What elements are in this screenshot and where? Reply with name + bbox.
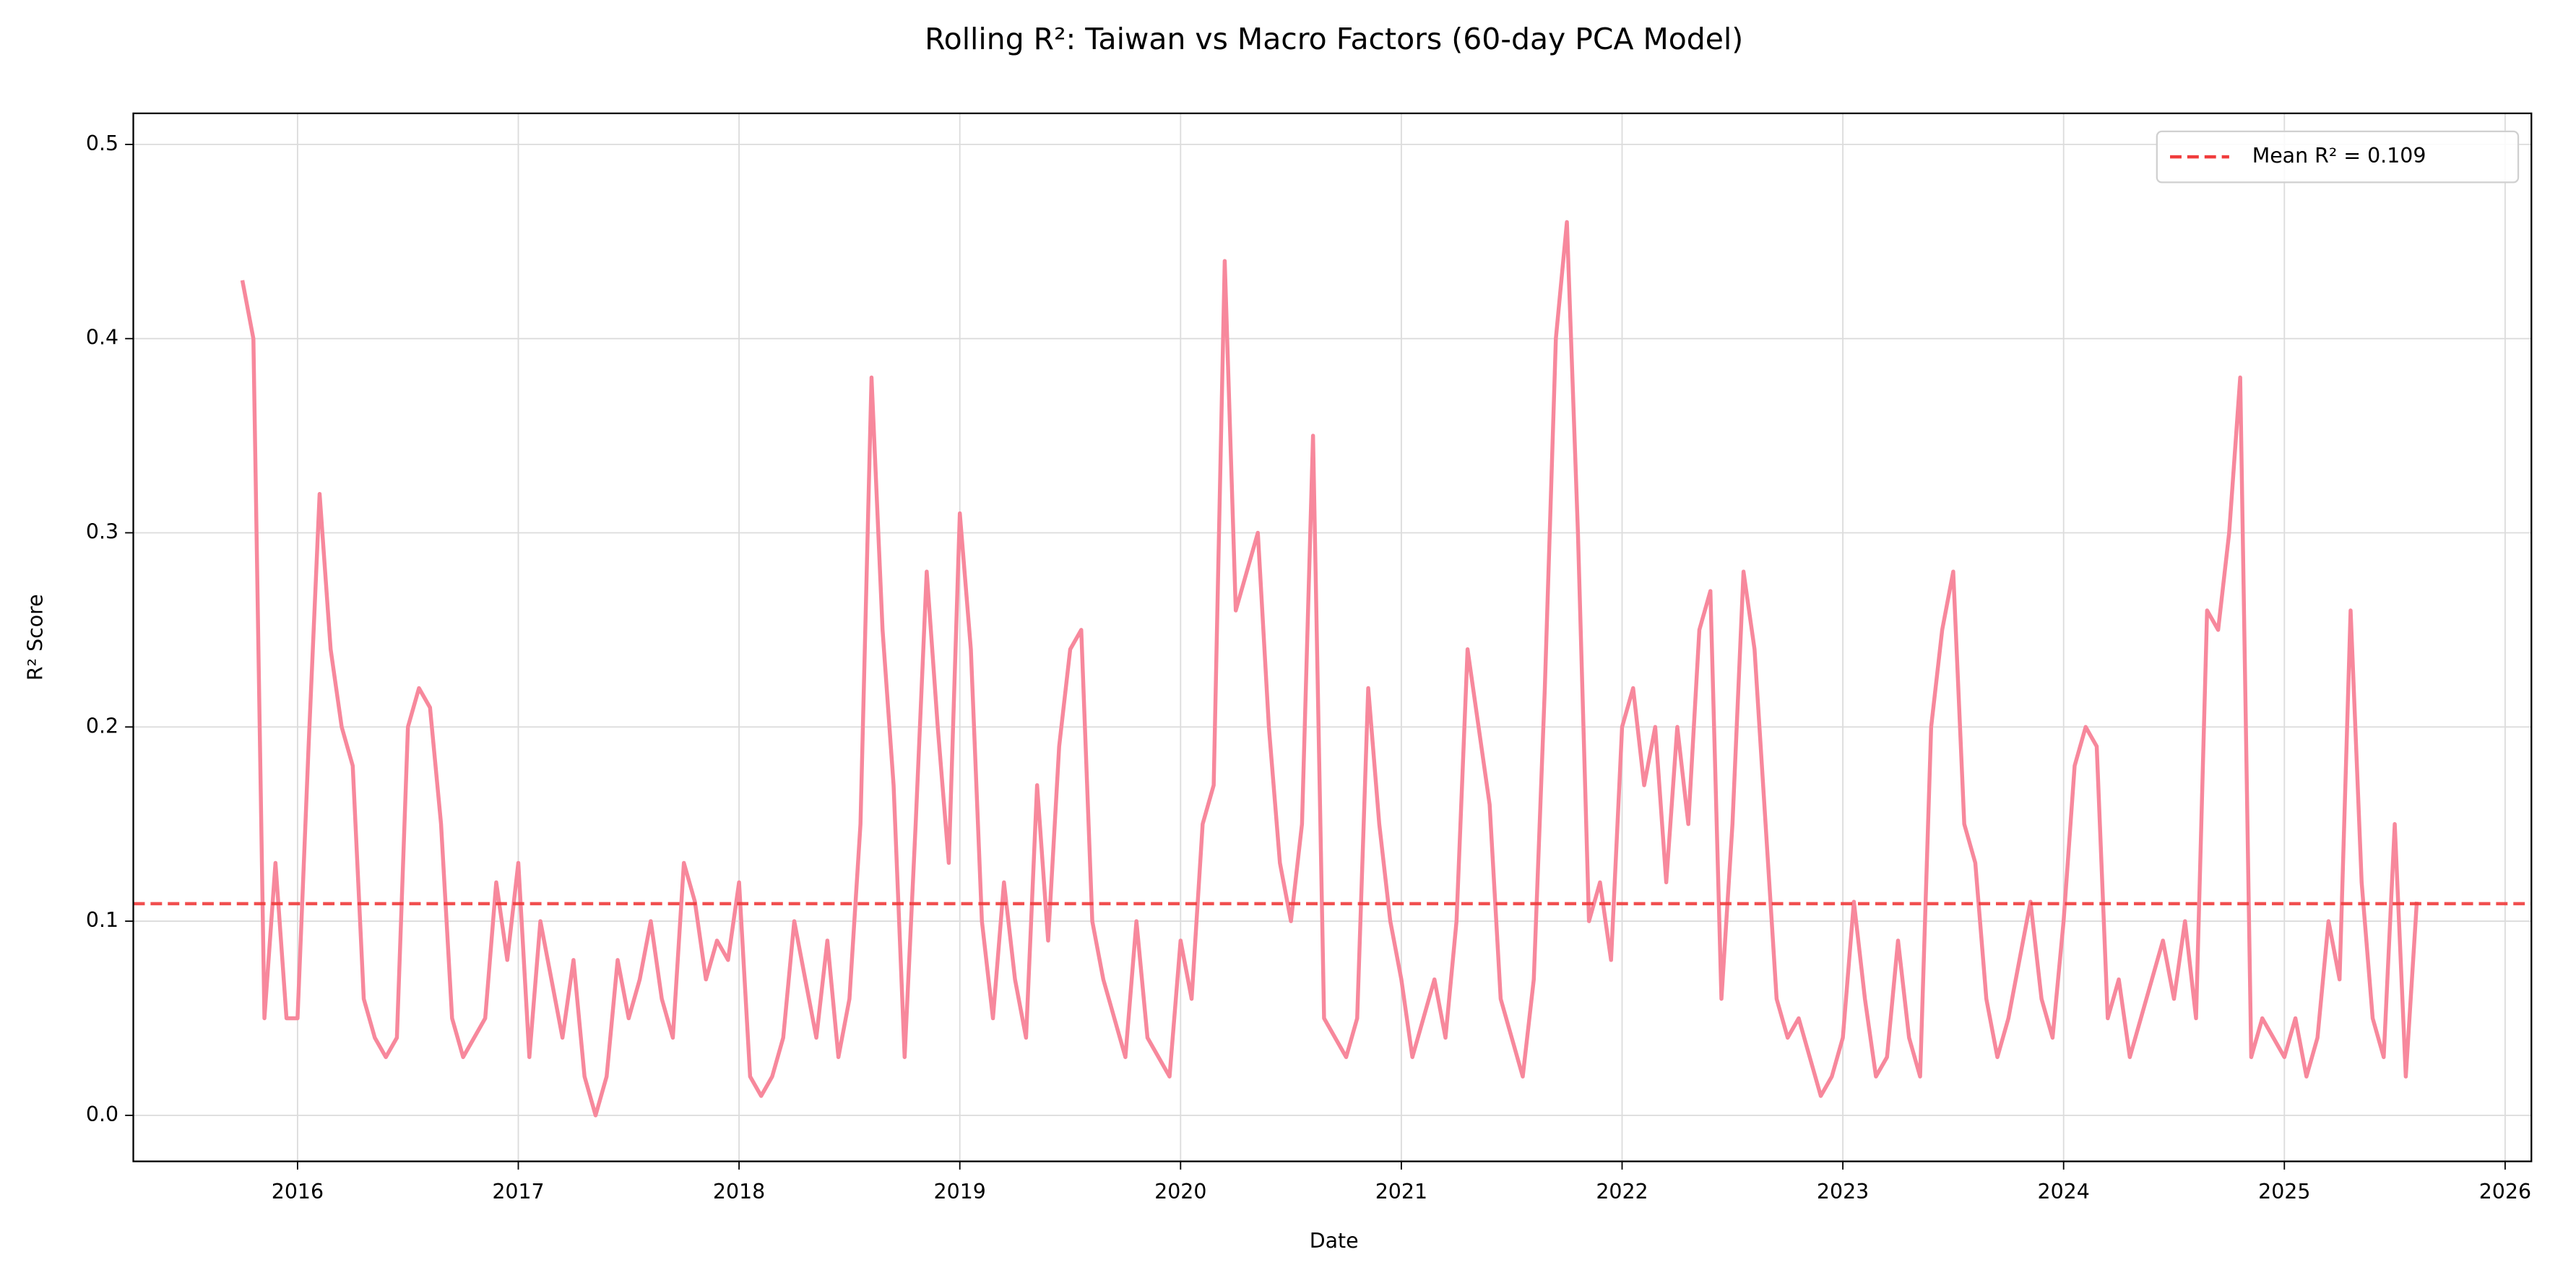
y-tick-label: 0.3 xyxy=(86,519,118,543)
plot-frame xyxy=(132,112,2533,1162)
chart-title: Rolling R²: Taiwan vs Macro Factors (60-… xyxy=(925,22,1743,56)
x-tick-label: 2020 xyxy=(1154,1180,1206,1204)
y-tick-label: 0.4 xyxy=(86,326,118,350)
series-line xyxy=(240,220,2419,1118)
x-tick-label: 2021 xyxy=(1375,1180,1427,1204)
y-tick-label: 0.2 xyxy=(86,714,118,738)
x-tick-label: 2023 xyxy=(1817,1180,1869,1204)
x-tick-label: 2024 xyxy=(2038,1180,2090,1204)
x-tick-label: 2019 xyxy=(934,1180,986,1204)
x-tick-label: 2017 xyxy=(492,1180,544,1204)
x-tick-label: 2018 xyxy=(713,1180,765,1204)
x-tick-label: 2026 xyxy=(2479,1180,2531,1204)
x-tick-label: 2025 xyxy=(2258,1180,2310,1204)
x-axis-label: Date xyxy=(1310,1229,1359,1253)
y-tick-label: 0.5 xyxy=(86,131,118,155)
legend: Mean R² = 0.109 xyxy=(2156,130,2520,184)
legend-box xyxy=(2156,130,2520,184)
y-tick-label: 0.0 xyxy=(86,1102,118,1126)
x-tick-label: 2016 xyxy=(272,1180,324,1204)
y-tick-label: 0.1 xyxy=(86,908,118,932)
x-tick-label: 2022 xyxy=(1596,1180,1648,1204)
legend-label: Mean R² = 0.109 xyxy=(2252,144,2426,168)
y-axis-label: R² Score xyxy=(23,594,47,681)
